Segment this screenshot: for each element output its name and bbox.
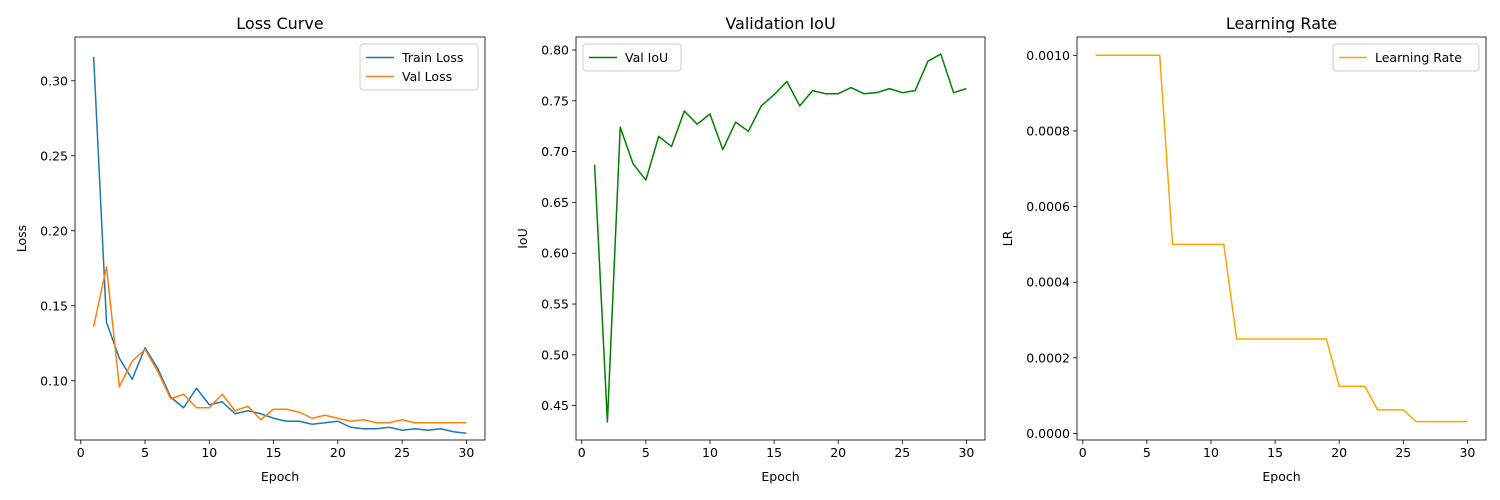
legend-box: [359, 43, 479, 91]
x-axis-label: Epoch: [1262, 469, 1300, 484]
x-tick-label: 25: [1395, 445, 1411, 460]
y-tick-label: 0.80: [541, 43, 569, 58]
series-line-train-loss: [92, 56, 467, 434]
x-tick-label: 30: [458, 445, 474, 460]
series-line-val-loss: [92, 266, 467, 424]
x-axis-label: Epoch: [261, 469, 299, 484]
series-line-learning-rate: [1095, 54, 1468, 423]
y-axis-label: IoU: [515, 228, 530, 248]
x-tick-label: 15: [766, 445, 782, 460]
legend: Val IoU: [582, 43, 682, 72]
legend-label: Train Loss: [401, 50, 463, 65]
chart-title: Loss Curve: [236, 14, 323, 33]
x-tick-label: 5: [1143, 445, 1151, 460]
legend-box: [1332, 43, 1480, 72]
legend-label: Learning Rate: [1375, 50, 1462, 65]
y-tick-label: 0.75: [541, 93, 569, 108]
y-tick-label: 0.0004: [1026, 275, 1070, 290]
x-axis-label: Epoch: [761, 469, 799, 484]
legend: Train Loss Val Loss: [359, 43, 479, 91]
legend-label: Val Loss: [402, 69, 452, 84]
y-tick-label: 0.60: [541, 246, 569, 261]
y-tick-label: 0.70: [541, 144, 569, 159]
y-tick-label: 0.25: [40, 148, 68, 163]
y-axis-label: LR: [1000, 230, 1015, 246]
chart-panel-2: Validation IoU 0 5 10 15 20 25 30 0.45 0.50 0.55 0.…: [515, 14, 986, 484]
series-line-val-iou: [593, 53, 967, 423]
legend-box: [582, 43, 682, 72]
y-tick-label: 0.0008: [1026, 123, 1070, 138]
x-tick-label: 30: [1459, 445, 1475, 460]
x-tick-label: 20: [330, 445, 346, 460]
y-tick-label: 0.10: [40, 373, 68, 388]
axes-frame: [74, 36, 486, 441]
chart-panel-1: Loss Curve 0 5 10 15 20 25 30 0.10 0.15 0.20 0.25 0.…: [14, 14, 486, 484]
y-tick-label: 0.30: [40, 73, 68, 88]
chart-title: Learning Rate: [1226, 14, 1337, 33]
legend: Learning Rate: [1332, 43, 1480, 72]
x-tick-label: 10: [702, 445, 718, 460]
y-tick-label: 0.55: [541, 297, 569, 312]
chart-title: Validation IoU: [725, 14, 835, 33]
y-tick-label: 0.20: [40, 223, 68, 238]
y-tick-label: 0.50: [541, 347, 569, 362]
chart-panel-3: Learning Rate 0 5 10 15 20 25 30 0.0000 0.0002 0.0…: [1000, 14, 1487, 484]
y-tick-label: 0.0006: [1026, 199, 1070, 214]
x-tick-label: 0: [77, 445, 85, 460]
x-tick-label: 20: [830, 445, 846, 460]
y-tick-label: 0.0002: [1026, 350, 1070, 365]
axes-frame: [1076, 36, 1487, 441]
x-tick-label: 15: [266, 445, 282, 460]
axes-frame: [575, 36, 986, 441]
x-tick-label: 0: [1079, 445, 1087, 460]
y-tick-label: 0.0010: [1026, 48, 1070, 63]
y-tick-label: 0.65: [541, 195, 569, 210]
x-tick-label: 10: [1203, 445, 1219, 460]
y-tick-label: 0.0000: [1026, 426, 1070, 441]
x-tick-label: 5: [642, 445, 650, 460]
x-tick-label: 15: [1267, 445, 1283, 460]
x-tick-label: 5: [141, 445, 149, 460]
y-tick-label: 0.15: [40, 298, 68, 313]
x-tick-label: 30: [958, 445, 974, 460]
x-tick-label: 20: [1331, 445, 1347, 460]
legend-label: Val IoU: [625, 50, 668, 65]
x-tick-label: 25: [894, 445, 910, 460]
x-tick-label: 0: [578, 445, 586, 460]
y-tick-label: 0.45: [541, 398, 569, 413]
y-axis-label: Loss: [14, 225, 29, 252]
x-tick-label: 25: [394, 445, 410, 460]
x-tick-label: 10: [201, 445, 217, 460]
